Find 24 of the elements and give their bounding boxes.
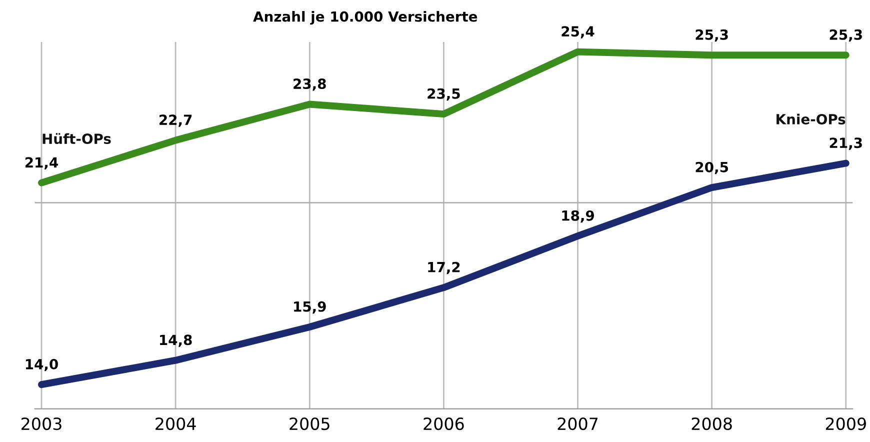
data-label: 20,5 [696,162,728,174]
data-label: 15,9 [294,301,326,314]
data-label: 23,8 [294,78,326,91]
series-label: Hüft-OPs [42,133,111,144]
text: Knie-OPs [776,114,846,124]
x-tick-label: 2007 [558,417,598,430]
x-tick-label: 2004 [156,417,196,430]
data-label: 18,9 [562,210,594,223]
data-label: 21,4 [25,157,58,170]
data-label: 25,3 [830,29,862,42]
data-label: 23,5 [428,88,460,101]
data-label: 14,0 [26,358,58,372]
data-label: 25,3 [696,29,728,42]
x-tick-label: 2009 [826,417,866,430]
x-tick-label: 2008 [692,417,732,430]
x-tick-label: 2005 [290,417,330,430]
chart-title: Anzahl je 10.000 Versicherte [253,11,478,25]
data-label: 22,7 [160,114,192,127]
data-label: 14,8 [160,334,192,347]
x-tick-label: 2006 [424,417,464,430]
x-tick-label: 2003 [22,417,62,430]
data-label: 25,4 [562,26,594,38]
data-label: 17,2 [428,262,460,274]
data-label: 21,3 [830,138,862,150]
